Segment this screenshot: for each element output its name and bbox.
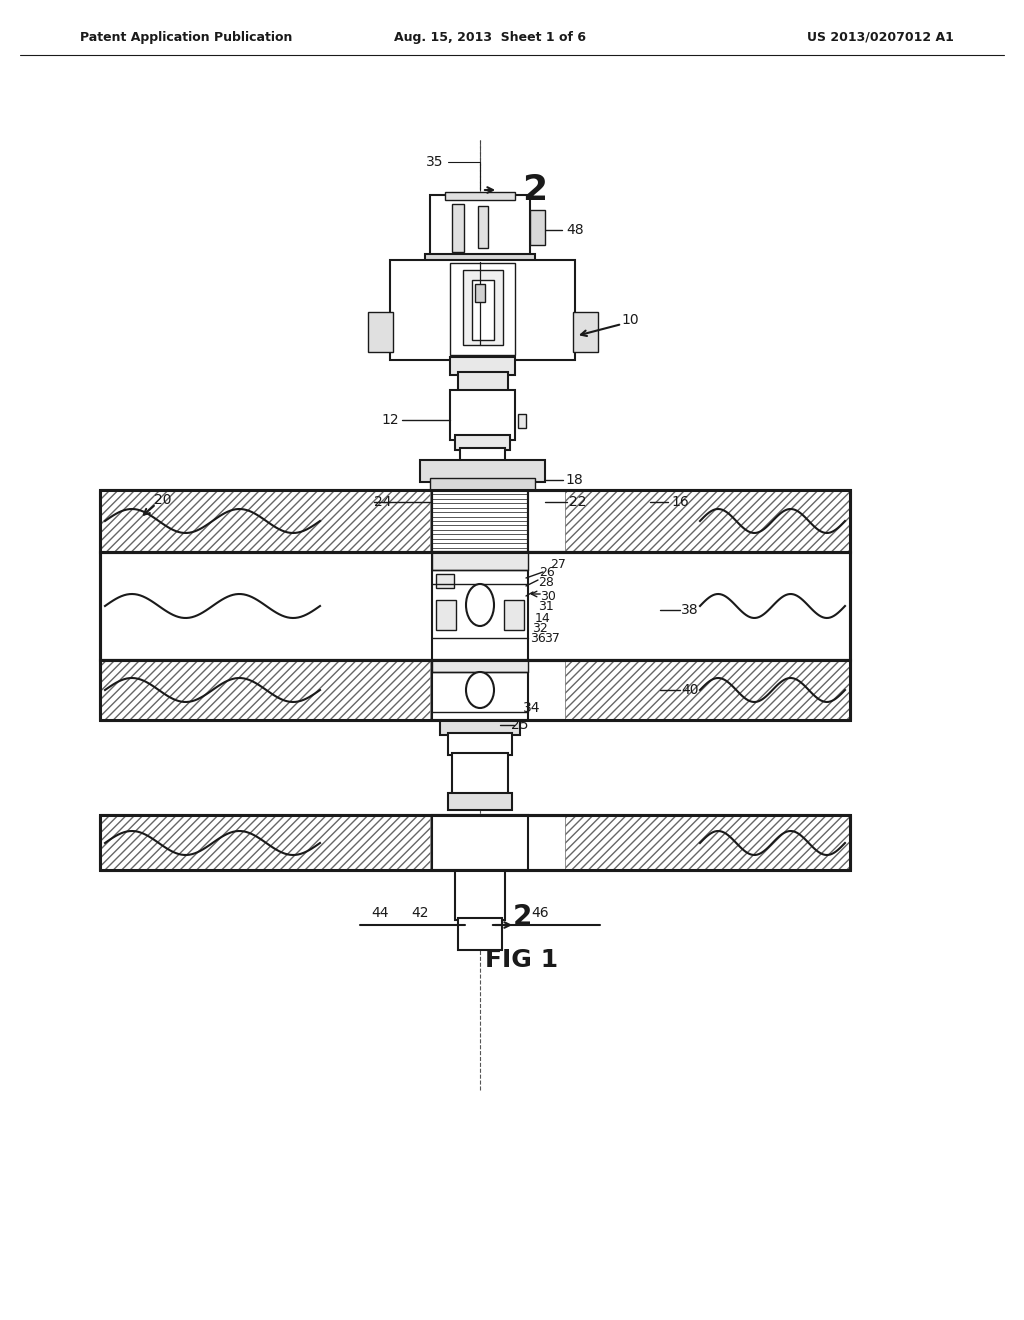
Bar (436, 601, 456, 630)
Ellipse shape (466, 583, 494, 626)
Text: 22: 22 (569, 495, 587, 510)
Bar (432, 552, 528, 570)
Bar (432, 660, 528, 719)
Text: 31: 31 (539, 601, 554, 614)
Text: 46: 46 (531, 906, 549, 920)
Bar (455, 869, 505, 920)
Text: 10: 10 (622, 313, 639, 327)
Bar (100, 552, 850, 660)
Text: 34: 34 (523, 701, 541, 715)
Bar (450, 356, 515, 375)
Text: 42: 42 (412, 906, 429, 920)
Bar (449, 733, 512, 755)
Bar (432, 814, 528, 870)
Bar (430, 478, 535, 490)
Bar (450, 263, 515, 355)
Bar (432, 552, 528, 660)
Text: 37: 37 (544, 631, 560, 644)
Bar (436, 574, 454, 587)
Bar (452, 205, 464, 252)
Bar (390, 260, 575, 360)
Bar (455, 436, 510, 450)
Bar (100, 814, 850, 870)
Text: 30: 30 (540, 590, 556, 602)
Text: Aug. 15, 2013  Sheet 1 of 6: Aug. 15, 2013 Sheet 1 of 6 (394, 30, 586, 44)
Text: 32: 32 (532, 623, 548, 635)
Bar (518, 414, 526, 428)
Bar (530, 210, 545, 246)
Text: 26: 26 (539, 565, 555, 578)
Text: 14: 14 (536, 611, 551, 624)
Bar (440, 719, 520, 735)
Bar (460, 447, 505, 462)
Text: Patent Application Publication: Patent Application Publication (80, 30, 293, 44)
Text: 36: 36 (530, 631, 546, 644)
Text: 20: 20 (155, 492, 172, 507)
Bar (420, 459, 545, 482)
Text: 12: 12 (381, 413, 398, 426)
Text: 44: 44 (372, 906, 389, 920)
Bar (452, 752, 508, 795)
Bar (100, 660, 850, 719)
Bar (368, 312, 393, 352)
Bar (565, 814, 850, 870)
Bar (475, 284, 485, 302)
Text: 2: 2 (522, 173, 548, 207)
Bar (450, 389, 515, 440)
Text: 38: 38 (681, 603, 698, 616)
Bar (463, 271, 503, 345)
Text: 48: 48 (566, 223, 584, 238)
Bar (504, 601, 524, 630)
Bar (478, 206, 488, 248)
Text: 24: 24 (374, 495, 392, 510)
Text: 27: 27 (550, 558, 566, 572)
Text: 2: 2 (512, 903, 531, 931)
Bar (100, 490, 850, 552)
Bar (445, 191, 515, 201)
Bar (432, 660, 528, 672)
Text: FIG 1: FIG 1 (485, 948, 558, 972)
Bar (100, 660, 430, 719)
Text: 16: 16 (671, 495, 689, 510)
Bar (449, 793, 512, 810)
Text: 28: 28 (538, 577, 554, 590)
Text: US 2013/0207012 A1: US 2013/0207012 A1 (807, 30, 953, 44)
Text: 40: 40 (681, 682, 698, 697)
Bar (472, 280, 494, 341)
Text: 18: 18 (565, 473, 583, 487)
Bar (430, 195, 530, 260)
Bar (100, 490, 430, 552)
Bar (573, 312, 598, 352)
Ellipse shape (466, 672, 494, 708)
Bar (432, 490, 528, 552)
Bar (565, 660, 850, 719)
Bar (565, 490, 850, 552)
Bar (100, 814, 430, 870)
Bar (458, 917, 502, 950)
Text: 35: 35 (426, 154, 443, 169)
Text: 25: 25 (511, 718, 528, 733)
Bar (458, 372, 508, 392)
Bar (425, 253, 535, 261)
